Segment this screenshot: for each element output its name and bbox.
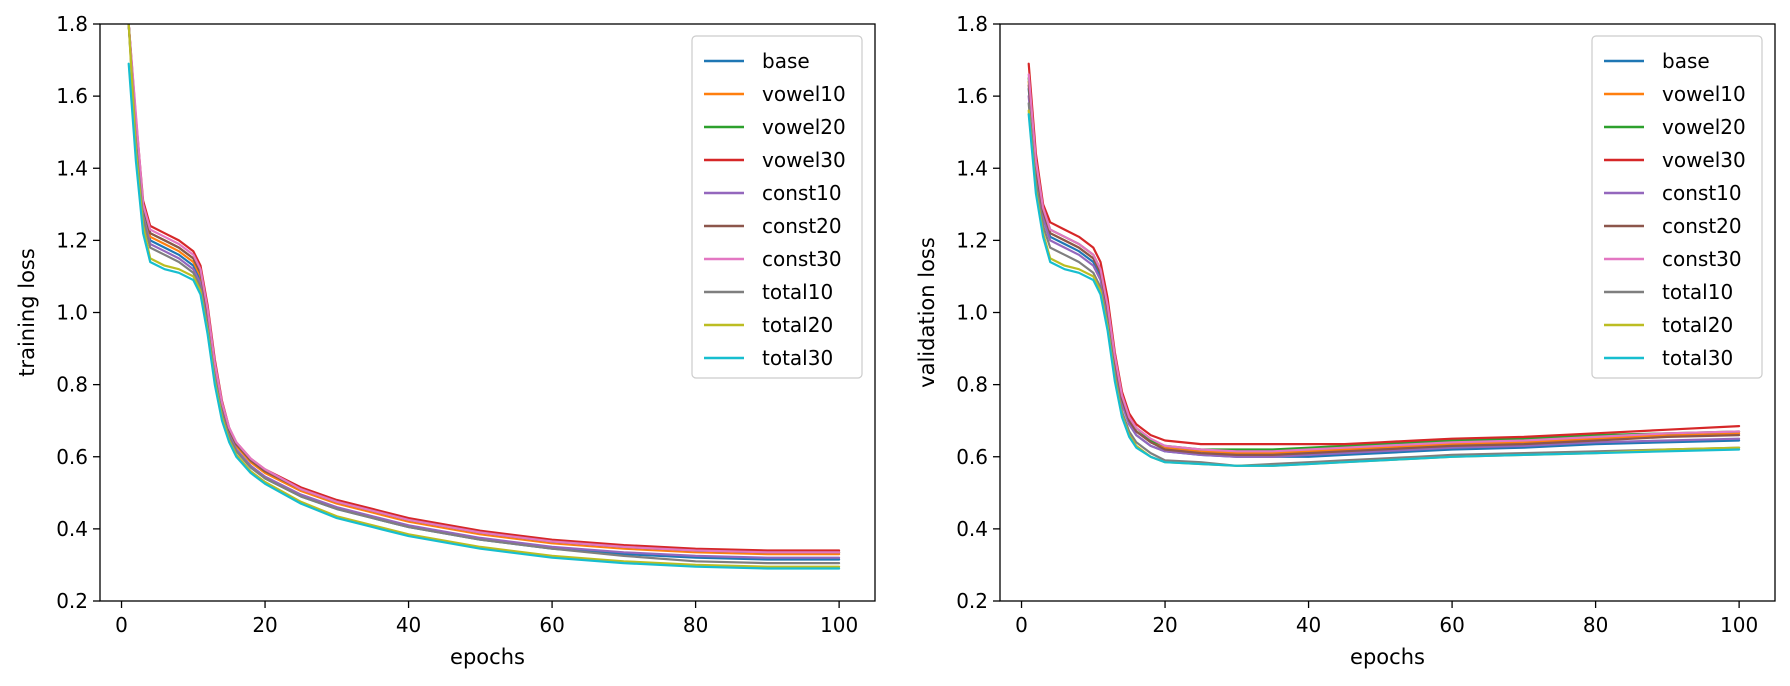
training-x-tick-label-20: 20 [252,613,277,637]
validation-line-const30 [1027,73,1741,453]
training-x-tick-label-60: 60 [539,613,564,637]
validation-y-tick-label-1.4: 1.4 [956,156,988,180]
training-legend-label-vowel20: vowel20 [762,115,846,139]
validation-legend-label-total20: total20 [1662,313,1733,337]
validation-y-axis-label: validation loss [915,237,939,388]
validation-legend-label-vowel10: vowel10 [1662,82,1746,106]
validation-y-tick-label-1.8: 1.8 [956,12,988,36]
validation-loss-chart: 0 20 40 60 80 100 0.2 0.4 0.6 0.8 1.0 1.2 1.4 1.6 1.8 e… [915,12,1776,669]
training-y-tick-label-0.2: 0.2 [56,589,88,613]
training-y-tick-label-1.0: 1.0 [56,301,88,325]
training-line-vowel10 [127,24,841,556]
training-legend-label-total20: total20 [762,313,833,337]
training-legend-label-vowel10: vowel10 [762,82,846,106]
training-line-const30 [127,24,841,554]
training-legend: base vowel10 vowel20 vowel30 const10 const20 c… [691,35,863,379]
validation-line-const20 [1027,84,1741,456]
validation-legend-label-const20: const20 [1662,214,1742,238]
training-y-tick-label-1.6: 1.6 [56,84,88,108]
training-legend-label-const20: const20 [762,214,842,238]
training-legend-label-base: base [762,49,810,73]
training-x-tick-label-80: 80 [683,613,708,637]
training-x-tick-label-100: 100 [820,613,858,637]
training-y-tick-label-0.8: 0.8 [56,373,88,397]
training-legend-label-total30: total30 [762,346,833,370]
validation-x-tick-label-40: 40 [1296,613,1321,637]
validation-x-tick-label-100: 100 [1720,613,1758,637]
training-legend-label-vowel30: vowel30 [762,148,846,172]
validation-legend-label-base: base [1662,49,1710,73]
validation-y-tick-label-1.2: 1.2 [956,228,988,252]
training-y-tick-label-1.2: 1.2 [56,228,88,252]
validation-legend-label-total10: total10 [1662,280,1733,304]
training-legend-label-const30: const30 [762,247,842,271]
validation-legend-label-vowel30: vowel30 [1662,148,1746,172]
validation-line-total30 [1027,113,1741,467]
validation-x-tick-label-60: 60 [1439,613,1464,637]
training-y-tick-label-0.6: 0.6 [56,445,88,469]
training-y-tick-label-1.4: 1.4 [56,156,88,180]
training-line-total10 [127,24,841,565]
validation-series-group [1027,62,1741,467]
validation-y-tick-label-0.8: 0.8 [956,373,988,397]
training-series-group [127,24,841,570]
training-legend-label-total10: total10 [762,280,833,304]
validation-y-tick-label-0.6: 0.6 [956,445,988,469]
validation-y-tick-label-0.2: 0.2 [956,589,988,613]
validation-x-tick-label-20: 20 [1152,613,1177,637]
validation-y-tick-label-1.6: 1.6 [956,84,988,108]
validation-y-tick-label-1.0: 1.0 [956,301,988,325]
training-x-tick-label-0: 0 [115,613,128,637]
training-y-axis-label: training loss [15,248,39,377]
validation-line-total10 [1027,102,1741,467]
training-x-tick-label-40: 40 [396,613,421,637]
training-line-total30 [127,62,841,570]
validation-x-tick-label-0: 0 [1015,613,1028,637]
validation-x-axis-label: epochs [1350,645,1425,669]
validation-line-const10 [1027,94,1741,458]
training-legend-label-const10: const10 [762,181,842,205]
validation-x-tick-label-80: 80 [1583,613,1608,637]
validation-legend-label-total30: total30 [1662,346,1733,370]
training-x-axis-label: epochs [450,645,525,669]
training-loss-chart: 0 20 40 60 80 100 0.2 0.4 0.6 0.8 1.0 1.2 1.4 1.6 1.8 e… [15,12,876,669]
validation-legend-label-const10: const10 [1662,181,1742,205]
training-y-tick-label-1.8: 1.8 [56,12,88,36]
validation-y-tick-label-0.4: 0.4 [956,517,988,541]
training-y-tick-label-0.4: 0.4 [56,517,88,541]
validation-legend-label-vowel20: vowel20 [1662,115,1746,139]
validation-legend: base vowel10 vowel20 vowel30 const10 const20 c… [1591,35,1763,379]
validation-legend-label-const30: const30 [1662,247,1742,271]
validation-line-vowel30 [1027,62,1741,446]
